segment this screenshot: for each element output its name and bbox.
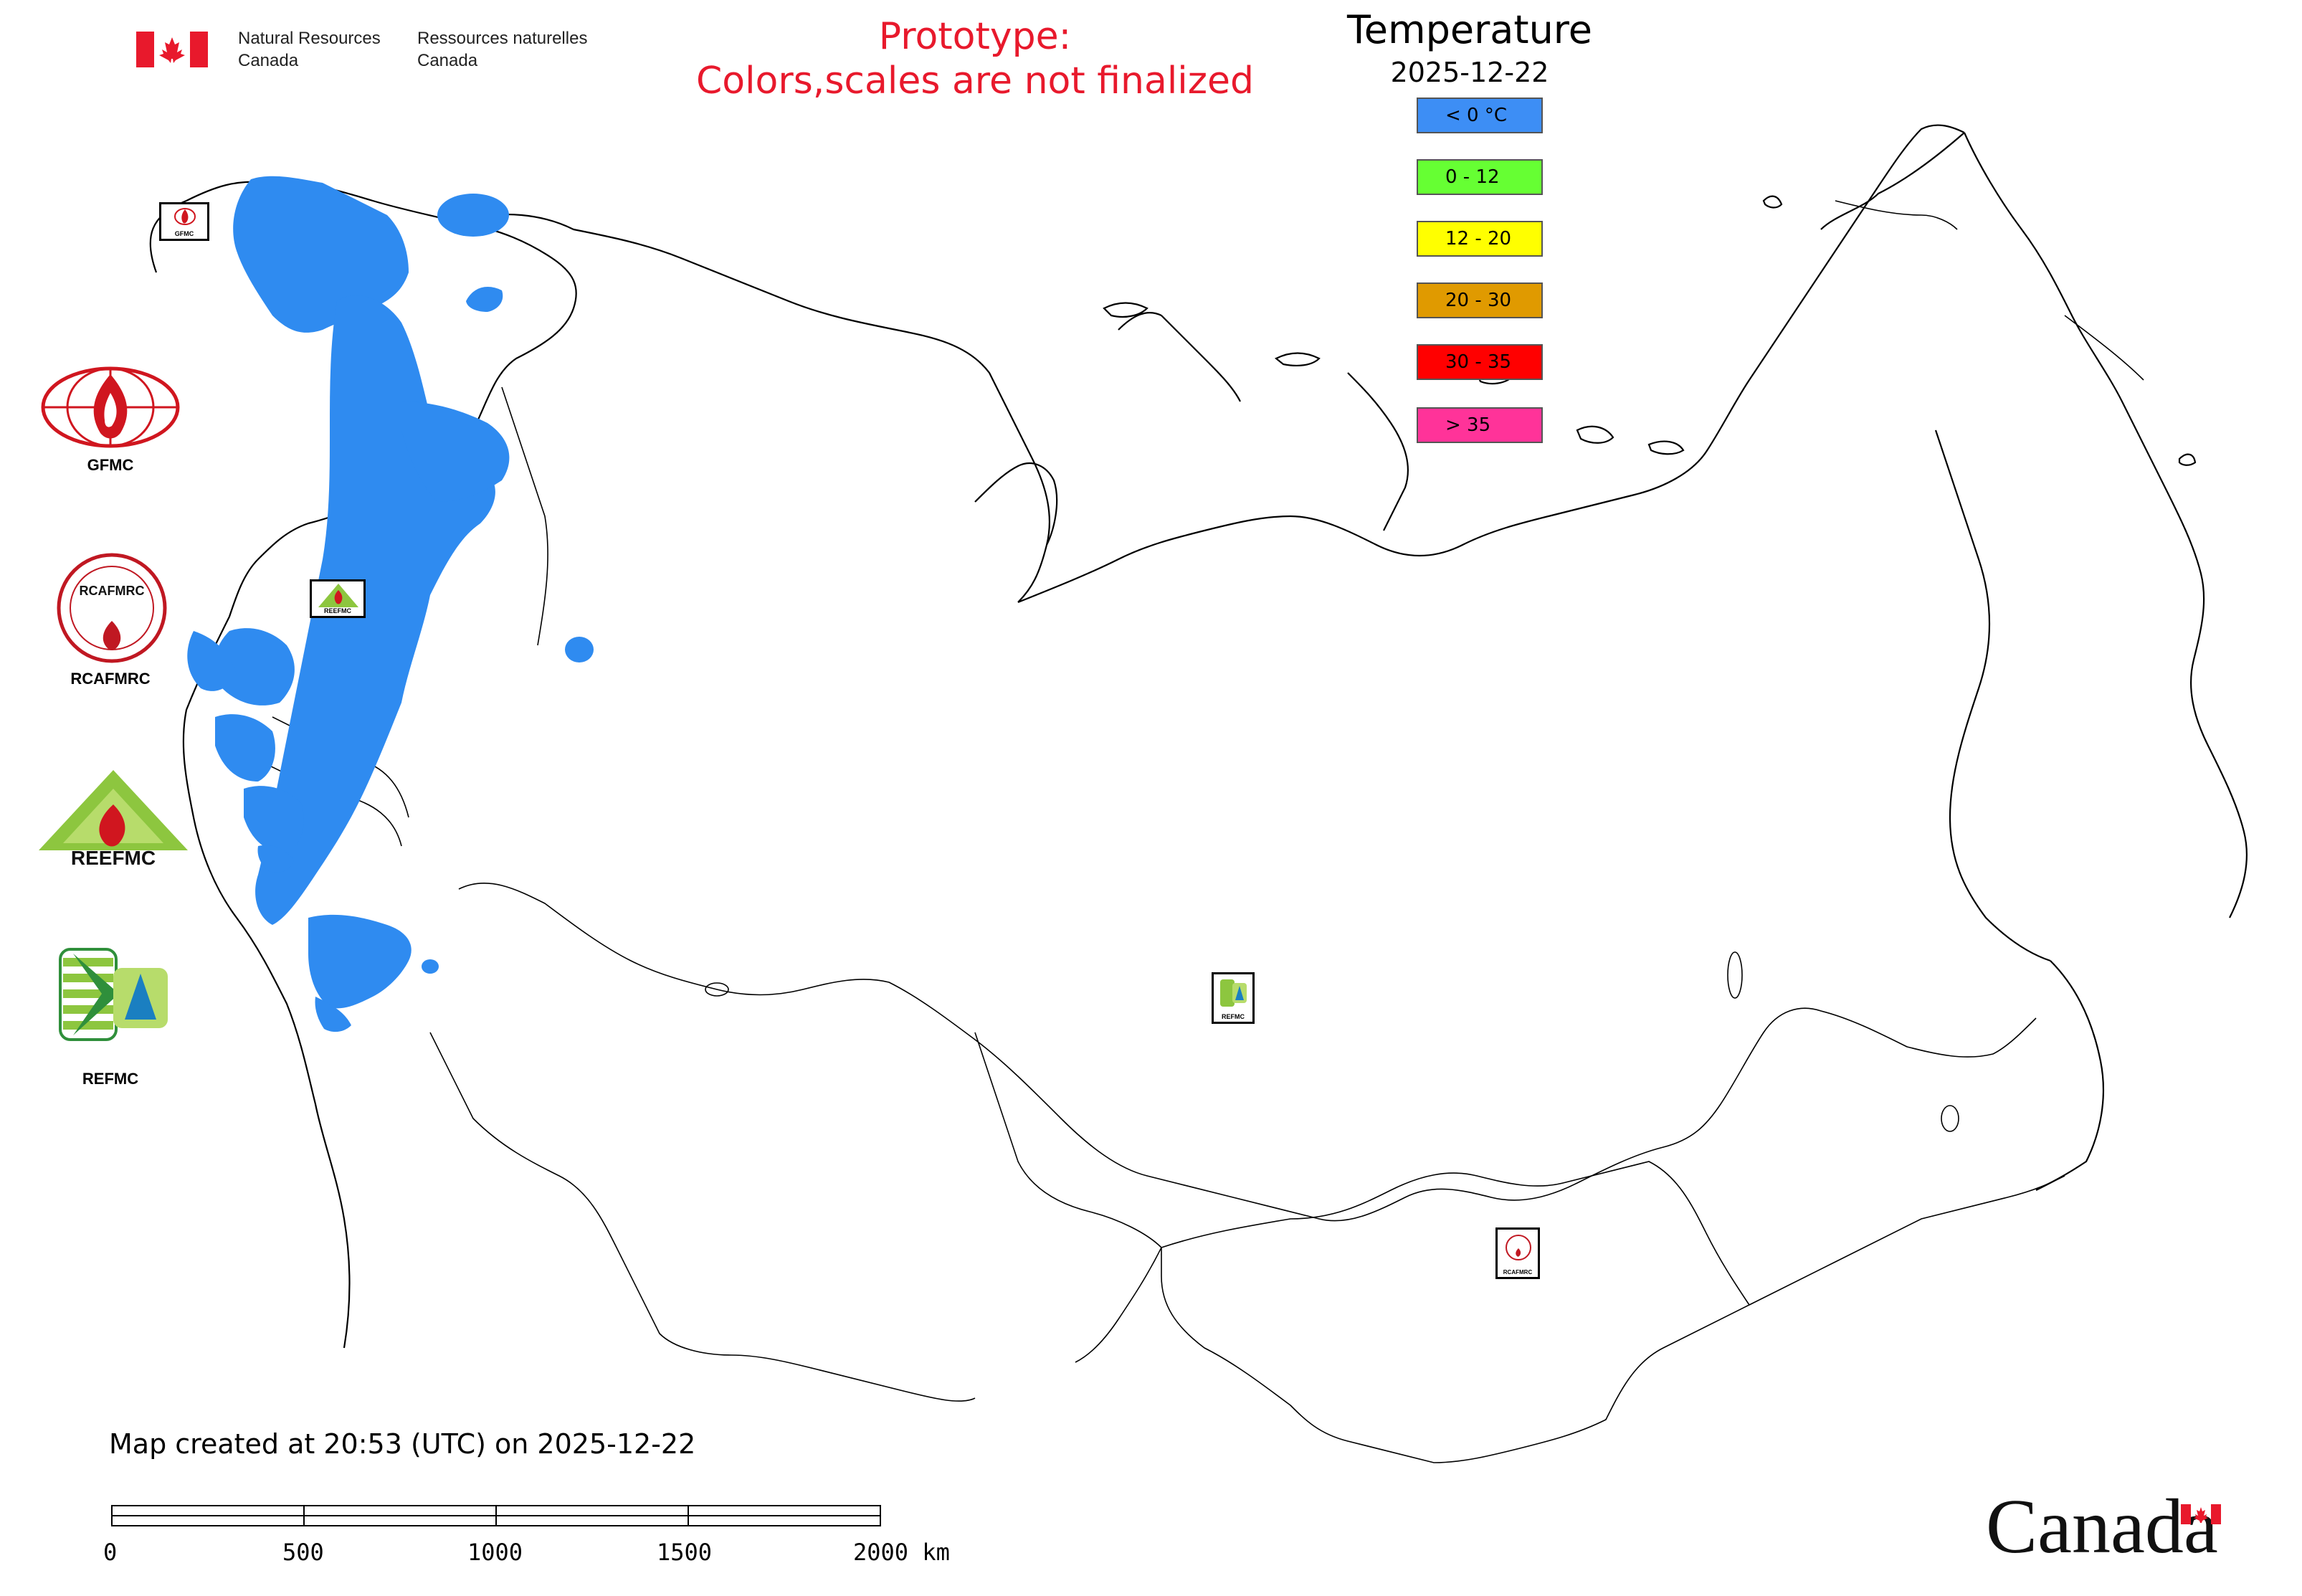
legend-item-label: 20 - 30: [1445, 290, 1512, 311]
canada-wordmark: Canada: [1986, 1484, 2218, 1569]
scale-tick-2000-km: 2000 km: [853, 1539, 950, 1566]
country-borders: [257, 200, 2144, 1463]
reefmc-logo-icon: REEFMC: [39, 770, 188, 868]
canada-wordmark-flag-icon: [2181, 1504, 2221, 1524]
gfmc-marker-icon: [174, 208, 196, 225]
temperature-below-zero-area: [187, 176, 594, 1032]
legend-item-below-zero: < 0 °C: [1417, 98, 1543, 133]
legend-item-label: 30 - 35: [1445, 351, 1512, 373]
prototype-line2: Colors,scales are not finalized: [695, 60, 1255, 103]
legend-item-over-35: > 35: [1417, 407, 1543, 443]
nrcan-en-line2: Canada: [238, 51, 299, 70]
map-marker-gfmc[interactable]: GFMC: [159, 202, 209, 241]
refmc-logo-icon: [59, 948, 168, 1041]
nrcan-fr-line1: Ressources naturelles: [417, 29, 588, 48]
rcafmrc-logo-label: RCAFMRC: [70, 670, 151, 688]
refmc-marker-icon: [1220, 979, 1247, 1007]
gfmc-logo-label: GFMC: [87, 456, 134, 474]
legend-item-label: 12 - 20: [1445, 228, 1512, 250]
scale-tick-1500: 1500: [657, 1539, 713, 1566]
scale-tick-1000: 1000: [467, 1539, 523, 1566]
rcafmrc-inner-text: RCAFMRC: [80, 584, 145, 598]
nrcan-english-name: Natural Resources Canada: [238, 27, 381, 72]
legend-item-label: 0 - 12: [1445, 166, 1500, 188]
reefmc-logo-text: REEFMC: [71, 847, 156, 868]
refmc-marker-label: REFMC: [1222, 1013, 1245, 1020]
nrcan-french-name: Ressources naturelles Canada: [417, 27, 587, 72]
legend-item-12-20: 12 - 20: [1417, 221, 1543, 257]
reefmc-marker-icon: [318, 584, 358, 607]
scale-tick-500: 500: [282, 1539, 324, 1566]
nrcan-fr-line2: Canada: [417, 51, 478, 70]
reefmc-marker-label: REEFMC: [324, 607, 351, 614]
rcafmrc-marker-icon: [1506, 1235, 1531, 1260]
rcafmrc-logo-icon: RCAFMRC: [57, 553, 167, 663]
coastlines: [149, 124, 2248, 1349]
legend-date: 2025-12-22: [1390, 57, 1549, 88]
map-created-timestamp: Map created at 20:53 (UTC) on 2025-12-22: [109, 1428, 696, 1460]
prototype-line1: Prototype:: [878, 15, 1072, 58]
gfmc-marker-label: GFMC: [174, 230, 194, 237]
lakes: [705, 951, 1959, 1132]
prototype-notice: Prototype: Colors,scales are not finaliz…: [645, 14, 1305, 103]
legend-item-30-35: 30 - 35: [1417, 344, 1543, 380]
map-marker-reefmc[interactable]: REEFMC: [310, 579, 366, 618]
scale-tick-0: 0: [103, 1539, 118, 1566]
gfmc-logo-icon: [41, 366, 180, 448]
legend-item-label: < 0 °C: [1445, 105, 1508, 126]
legend-item-0-12: 0 - 12: [1417, 159, 1543, 195]
legend-item-label: > 35: [1445, 414, 1491, 436]
scale-bar: [111, 1505, 881, 1526]
legend-item-20-30: 20 - 30: [1417, 282, 1543, 318]
map-marker-refmc[interactable]: REFMC: [1212, 972, 1255, 1024]
map-marker-rcafmrc[interactable]: RCAFMRC: [1495, 1227, 1540, 1279]
nrcan-en-line1: Natural Resources: [238, 29, 381, 48]
legend-title: Temperature: [1346, 7, 1593, 52]
rcafmrc-marker-label: RCAFMRC: [1503, 1269, 1533, 1276]
canada-flag-icon: [136, 32, 208, 67]
refmc-logo-label: REFMC: [82, 1070, 139, 1088]
